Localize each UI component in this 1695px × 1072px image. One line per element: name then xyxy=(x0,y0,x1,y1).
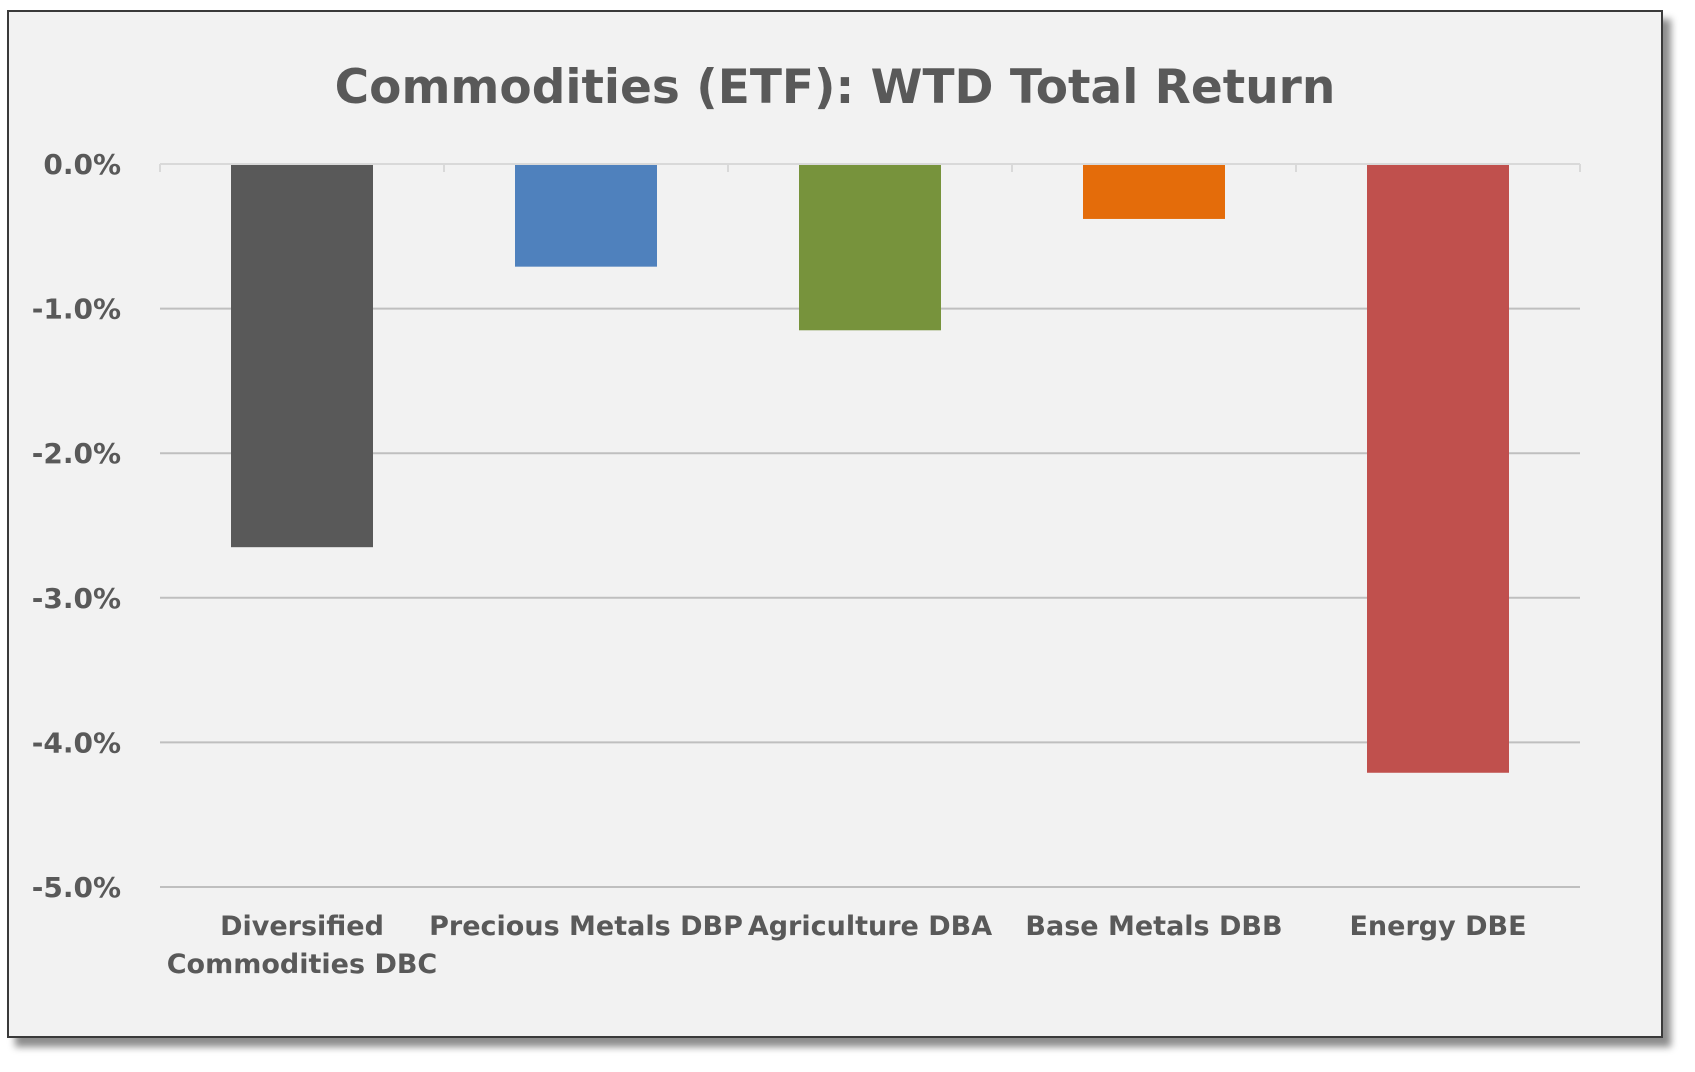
chart-title: Commodities (ETF): WTD Total Return xyxy=(334,60,1336,115)
x-category-label: Energy DBE xyxy=(1349,911,1526,942)
y-tick-label: -2.0% xyxy=(32,437,121,470)
y-tick-label: -3.0% xyxy=(32,582,121,615)
bar xyxy=(799,164,941,331)
y-tick-label: -4.0% xyxy=(32,726,121,759)
y-tick-label: -5.0% xyxy=(32,871,121,904)
chart-frame: Commodities (ETF): WTD Total Return 0.0%… xyxy=(7,10,1663,1038)
bar xyxy=(515,164,657,267)
x-category-label: Agriculture DBA xyxy=(748,911,992,942)
x-category-label: Precious Metals DBP xyxy=(429,911,743,942)
x-category-label: Base Metals DBB xyxy=(1025,911,1282,942)
x-category-label: Commodities DBC xyxy=(167,949,438,980)
y-tick-label: 0.0% xyxy=(43,148,121,181)
bar xyxy=(1367,164,1509,773)
chart-plot: 0.0% -1.0% -2.0% -3.0% -4.0% -5.0% Diversified… xyxy=(32,148,1581,980)
y-tick-label: -1.0% xyxy=(32,293,121,326)
bar xyxy=(231,164,373,548)
x-category-label: Diversified xyxy=(220,911,384,942)
bar xyxy=(1083,164,1225,219)
